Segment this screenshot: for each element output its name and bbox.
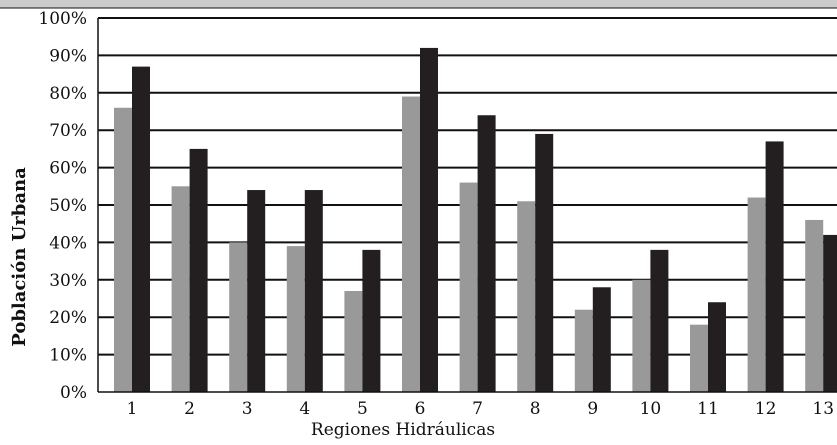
bar-series-1-region-12 [747, 197, 766, 392]
bar-series-2-region-9 [592, 287, 611, 392]
y-tick-label: 20% [49, 308, 87, 328]
y-tick-label: 30% [49, 271, 87, 291]
bar-series-2-region-12 [765, 141, 784, 392]
y-tick-label: 50% [49, 196, 87, 216]
x-tick-label: 1 [127, 399, 138, 419]
bar-series-2-region-1 [132, 66, 150, 393]
y-tick-label: 100% [38, 9, 87, 29]
bar-series-1-region-8 [517, 201, 536, 392]
bar-series-2-region-13 [823, 234, 837, 392]
x-tick-label: 13 [812, 399, 834, 419]
bar-series-1-region-2 [171, 186, 190, 392]
bar-series-2-region-6 [420, 47, 438, 393]
bar-series-1-region-4 [286, 246, 305, 392]
bars [114, 47, 837, 393]
x-tick-label: 7 [472, 399, 483, 419]
bar-series-1-region-7 [459, 182, 478, 392]
bar-series-2-region-3 [247, 190, 266, 392]
bar-series-1-region-11 [690, 324, 708, 392]
x-tick-label: 9 [587, 399, 598, 419]
bar-series-2-region-11 [708, 302, 726, 392]
x-tick-label: 10 [640, 399, 662, 419]
tick-labels: 0%10%20%30%40%50%60%70%80%90%100%1 2 3 4 5 6 7… [38, 9, 834, 419]
x-tick-label: 4 [299, 399, 310, 419]
bar-series-1-region-1 [114, 107, 132, 392]
x-tick-label: 8 [530, 399, 541, 419]
bar-series-2-region-4 [304, 190, 323, 392]
x-tick-label: 3 [242, 399, 253, 419]
x-axis-label: Regiones Hidráulicas [311, 420, 495, 440]
bar-series-1-region-10 [632, 279, 651, 392]
bar-series-2-region-8 [535, 133, 554, 392]
bar-series-2-region-5 [362, 249, 381, 392]
bar-series-1-region-9 [574, 309, 593, 392]
y-tick-label: 60% [49, 159, 87, 179]
y-tick-label: 90% [49, 46, 87, 66]
y-tick-label: 70% [49, 121, 87, 141]
x-tick-label: 2 [184, 399, 195, 419]
x-tick-label: 12 [755, 399, 777, 419]
header-bar [0, 0, 837, 8]
x-tick-label: 5 [357, 399, 368, 419]
y-tick-label: 40% [49, 233, 87, 253]
bar-series-1-region-5 [344, 291, 363, 392]
bar-series-2-region-2 [189, 148, 208, 392]
bar-series-1-region-6 [402, 96, 420, 392]
y-axis-label: Población Urbana [9, 167, 30, 347]
x-tick-label: 6 [415, 399, 426, 419]
bar-series-2-region-7 [477, 115, 496, 393]
y-tick-label: 80% [49, 84, 87, 104]
y-tick-label: 10% [49, 346, 87, 366]
bar-series-2-region-10 [650, 249, 669, 392]
y-tick-label: 0% [60, 383, 87, 403]
bar-series-1-region-3 [229, 242, 248, 392]
x-tick-label: 11 [697, 399, 719, 419]
bar-series-1-region-13 [805, 219, 824, 392]
